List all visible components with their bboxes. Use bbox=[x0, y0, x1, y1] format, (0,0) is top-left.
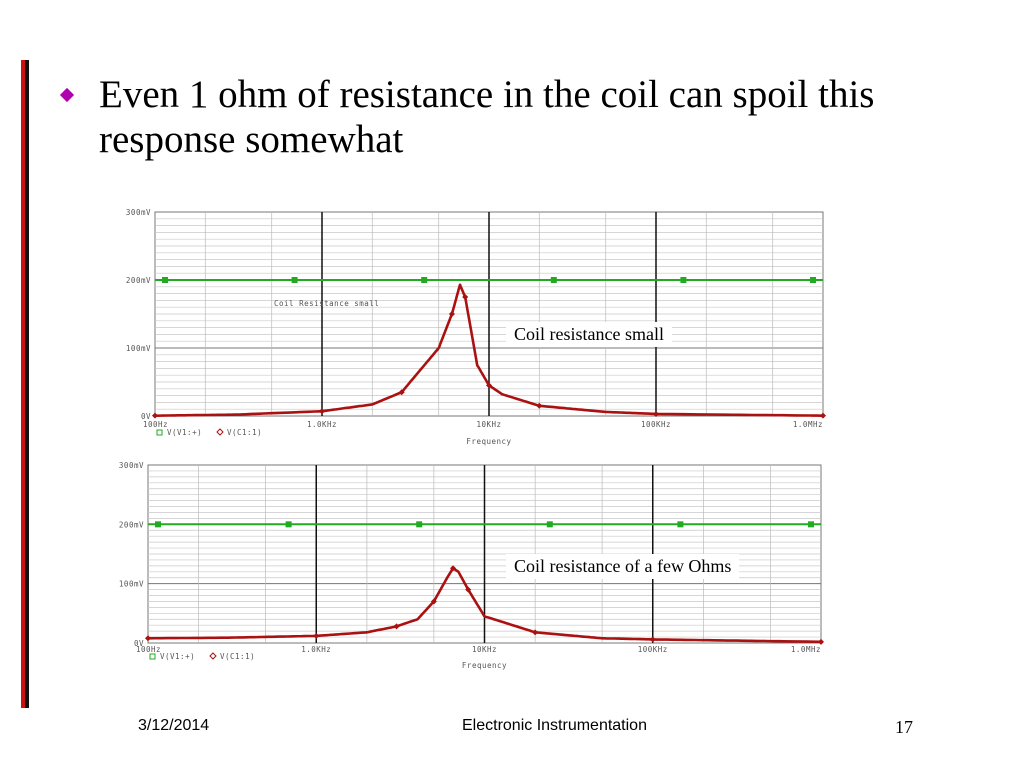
series-marker bbox=[145, 635, 151, 642]
series-marker bbox=[680, 277, 687, 283]
series-marker bbox=[430, 598, 437, 605]
series-marker bbox=[448, 311, 455, 317]
x-tick-label: 100KHz bbox=[638, 645, 668, 654]
y-tick-label: 100mV bbox=[126, 344, 151, 353]
series-marker bbox=[313, 632, 320, 639]
series-marker bbox=[291, 277, 298, 283]
x-tick-label: 10KHz bbox=[476, 420, 501, 429]
inner-plot-label: Coil Resistance small bbox=[274, 299, 379, 308]
annotation-top: Coil resistance small bbox=[506, 322, 672, 347]
x-tick-label: 10KHz bbox=[472, 645, 497, 654]
x-tick-label: 1.0KHz bbox=[301, 645, 331, 654]
series-marker bbox=[465, 586, 472, 593]
annotation-bottom: Coil resistance of a few Ohms bbox=[506, 554, 740, 579]
x-axis-label: Frequency bbox=[466, 437, 511, 446]
y-tick-label: 300mV bbox=[126, 208, 151, 217]
series-marker bbox=[319, 408, 325, 415]
series-marker bbox=[486, 382, 492, 389]
series-marker bbox=[398, 389, 405, 396]
legend-diamond-icon bbox=[209, 652, 217, 660]
y-tick-label: 0V bbox=[141, 412, 151, 421]
series-marker bbox=[393, 623, 400, 630]
y-tick-label: 0V bbox=[134, 639, 144, 648]
series-marker bbox=[677, 521, 684, 528]
x-axis-label: Frequency bbox=[462, 661, 507, 670]
x-tick-label: 100Hz bbox=[143, 420, 168, 429]
legend-label: V(C1:1) bbox=[227, 428, 262, 437]
series-line-1 bbox=[147, 566, 822, 644]
series-marker bbox=[421, 277, 428, 283]
y-tick-label: 100mV bbox=[119, 580, 144, 589]
series-marker bbox=[818, 638, 824, 645]
series-line-1 bbox=[154, 283, 824, 417]
series-marker bbox=[532, 629, 539, 636]
x-tick-label: 1.0MHz bbox=[791, 645, 821, 654]
legend-label: V(V1:+) bbox=[167, 428, 202, 437]
x-tick-label: 100KHz bbox=[641, 420, 671, 429]
x-tick-label: 100Hz bbox=[136, 645, 161, 654]
series-marker bbox=[653, 410, 659, 417]
series-marker bbox=[546, 521, 553, 528]
series-marker bbox=[162, 277, 168, 283]
x-tick-label: 1.0KHz bbox=[307, 420, 337, 429]
series-marker bbox=[649, 636, 656, 643]
legend-square-icon bbox=[156, 429, 163, 436]
legend-square-icon bbox=[149, 653, 156, 660]
legend-label: V(C1:1) bbox=[220, 652, 255, 661]
series-marker bbox=[416, 521, 423, 528]
series-marker bbox=[536, 402, 543, 409]
y-tick-label: 200mV bbox=[126, 276, 151, 285]
x-tick-label: 1.0MHz bbox=[793, 420, 823, 429]
series-marker bbox=[450, 565, 457, 572]
legend-diamond-icon bbox=[216, 428, 224, 436]
footer-page-number: 17 bbox=[895, 717, 913, 737]
footer-date: 3/12/2014 bbox=[138, 717, 210, 734]
series-marker bbox=[808, 521, 814, 528]
series-marker bbox=[462, 294, 469, 300]
left-accent-bar-black bbox=[25, 60, 29, 708]
y-tick-label: 200mV bbox=[119, 520, 144, 529]
legend-label: V(V1:+) bbox=[160, 652, 195, 661]
series-marker bbox=[810, 277, 816, 283]
y-tick-label: 300mV bbox=[119, 461, 144, 470]
bullet-text: Even 1 ohm of resistance in the coil can… bbox=[99, 73, 875, 161]
series-marker bbox=[152, 412, 158, 419]
footer-title: Electronic Instrumentation bbox=[462, 717, 647, 734]
series-marker bbox=[550, 277, 557, 283]
series-marker bbox=[285, 521, 292, 528]
left-accent-bar-red bbox=[21, 60, 25, 708]
series-marker bbox=[820, 412, 826, 419]
series-marker bbox=[155, 521, 161, 528]
